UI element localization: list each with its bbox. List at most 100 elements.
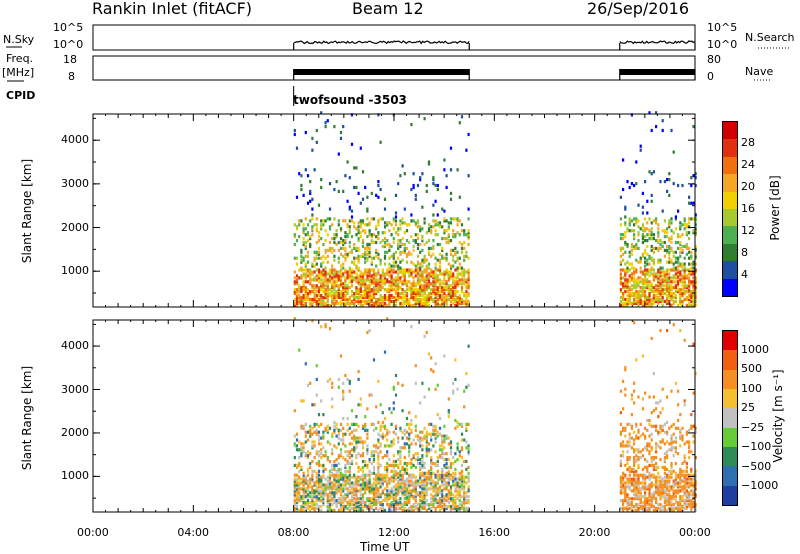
velocity-cell bbox=[681, 495, 683, 498]
power-cell bbox=[358, 255, 360, 258]
power-cell bbox=[629, 229, 631, 232]
power-cell bbox=[446, 229, 448, 232]
power-cell bbox=[338, 292, 340, 295]
power-cell bbox=[688, 257, 690, 260]
velocity-cell bbox=[664, 452, 666, 455]
velocity-cell bbox=[410, 474, 412, 477]
velocity-cell bbox=[673, 507, 675, 510]
velocity-cell bbox=[664, 442, 666, 445]
power-cell bbox=[620, 288, 622, 291]
power-cell bbox=[322, 243, 324, 246]
velocity-cell bbox=[314, 423, 316, 426]
velocity-cell bbox=[305, 431, 307, 434]
velocity-cell bbox=[419, 481, 421, 484]
power-cell bbox=[421, 249, 423, 252]
velocity-cell bbox=[457, 442, 459, 445]
velocity-cell bbox=[340, 448, 342, 451]
velocity-cell bbox=[395, 483, 397, 486]
velocity-cell bbox=[662, 466, 664, 469]
velocity-cell bbox=[655, 462, 657, 465]
velocity-cell bbox=[331, 386, 333, 389]
power-cell bbox=[435, 233, 437, 236]
velocity-cell bbox=[651, 337, 653, 340]
power-cell bbox=[331, 223, 333, 226]
power-cell bbox=[679, 241, 681, 244]
velocity-cell bbox=[314, 456, 316, 459]
power-cell bbox=[631, 267, 633, 270]
power-cell bbox=[311, 263, 313, 266]
power-cell bbox=[353, 166, 355, 169]
power-cell bbox=[675, 267, 677, 270]
power-cell bbox=[333, 188, 335, 191]
power-cell bbox=[657, 227, 659, 230]
power-cell bbox=[294, 129, 296, 132]
velocity-cell bbox=[404, 433, 406, 436]
velocity-cell bbox=[624, 394, 626, 397]
power-cell bbox=[413, 288, 415, 291]
power-cell bbox=[648, 229, 650, 232]
power-cell bbox=[648, 292, 650, 295]
velocity-cell bbox=[468, 472, 470, 475]
power-cell bbox=[296, 263, 298, 266]
velocity-cell bbox=[402, 491, 404, 494]
velocity-cell bbox=[393, 489, 395, 492]
power-cell bbox=[454, 268, 456, 271]
power-cell bbox=[675, 261, 677, 264]
velocity-cell bbox=[380, 403, 382, 406]
velocity-cell bbox=[333, 429, 335, 432]
velocity-cell bbox=[294, 442, 296, 445]
velocity-cell bbox=[430, 493, 432, 496]
power-cell bbox=[386, 288, 388, 291]
power-cell bbox=[666, 294, 668, 297]
power-cell bbox=[435, 300, 437, 303]
velocity-cell bbox=[377, 499, 379, 502]
power-cell bbox=[677, 247, 679, 250]
power-cell bbox=[338, 153, 340, 156]
velocity-cell bbox=[406, 478, 408, 481]
velocity-cell bbox=[320, 423, 322, 426]
power-cell bbox=[419, 176, 421, 179]
power-cell bbox=[318, 280, 320, 283]
velocity-cell bbox=[644, 458, 646, 461]
velocity-cell bbox=[311, 440, 313, 443]
power-cell bbox=[360, 235, 362, 238]
velocity-cell bbox=[640, 481, 642, 484]
velocity-cell bbox=[432, 433, 434, 436]
power-cell bbox=[662, 274, 664, 277]
velocity-cell bbox=[417, 503, 419, 506]
freq-trace bbox=[620, 69, 695, 75]
velocity-cell bbox=[377, 438, 379, 441]
power-cell bbox=[327, 217, 329, 220]
power-cell bbox=[459, 121, 461, 124]
velocity-cell bbox=[406, 417, 408, 420]
velocity-cell bbox=[648, 472, 650, 475]
power-cell bbox=[413, 263, 415, 266]
power-cell bbox=[640, 290, 642, 293]
power-cell bbox=[347, 223, 349, 226]
velocity-cell bbox=[666, 468, 668, 471]
power-cell bbox=[461, 247, 463, 250]
velocity-cell bbox=[395, 460, 397, 463]
power-cell bbox=[443, 282, 445, 285]
velocity-cell bbox=[360, 454, 362, 457]
velocity-cell bbox=[624, 366, 626, 369]
velocity-cell bbox=[435, 425, 437, 428]
velocity-cell bbox=[349, 456, 351, 459]
velocity-cell bbox=[386, 429, 388, 432]
power-cell bbox=[459, 263, 461, 266]
power-cell bbox=[624, 251, 626, 254]
power-cell bbox=[366, 257, 368, 260]
power-cell bbox=[388, 284, 390, 287]
velocity-cell bbox=[391, 476, 393, 479]
velocity-cell bbox=[318, 505, 320, 508]
velocity-cell bbox=[666, 480, 668, 483]
velocity-cell bbox=[410, 423, 412, 426]
velocity-cell bbox=[351, 481, 353, 484]
power-cell bbox=[629, 274, 631, 277]
power-cell bbox=[459, 278, 461, 281]
velocity-cell bbox=[640, 505, 642, 508]
velocity-cell bbox=[646, 507, 648, 510]
power-cell bbox=[404, 172, 406, 175]
velocity-cell bbox=[309, 425, 311, 428]
velocity-cell bbox=[318, 489, 320, 492]
